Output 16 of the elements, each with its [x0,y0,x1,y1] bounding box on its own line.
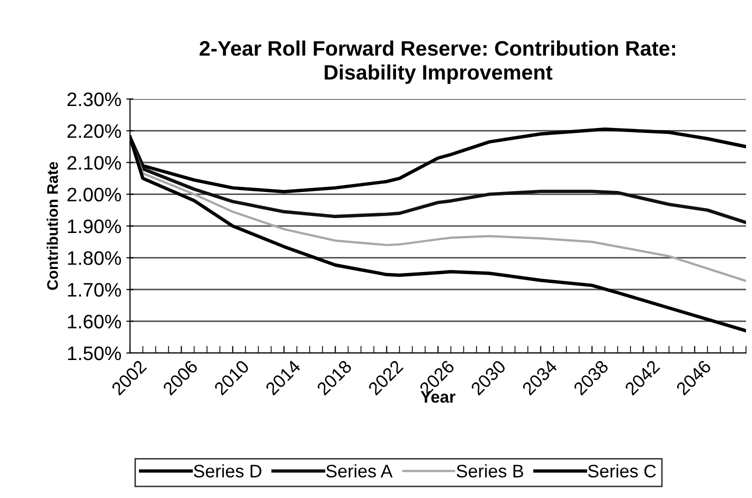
legend-label: Series A [326,464,393,478]
legend-label: Series C [588,464,656,478]
legend-label: Series D [194,464,262,478]
y-tick-label: 1.90% [68,219,121,234]
y-tick-label: 2.10% [68,156,121,170]
y-tick-label: 1.60% [68,314,121,328]
y-tick-label: 2.20% [68,124,121,138]
y-tick-label: 2.00% [68,188,121,202]
chart-title: 2-Year Roll Forward Reserve: Contribution Rate: Disability Improvement [200,40,676,84]
y-axis-title: Contribution Rate [46,162,58,290]
y-tick-label: 1.80% [68,251,121,265]
line-series [130,135,746,224]
y-tick-label: 1.70% [68,282,121,297]
y-tick-label: 2.30% [68,92,121,106]
legend-label: Series B [456,464,524,478]
y-tick-label: 1.50% [68,346,121,360]
